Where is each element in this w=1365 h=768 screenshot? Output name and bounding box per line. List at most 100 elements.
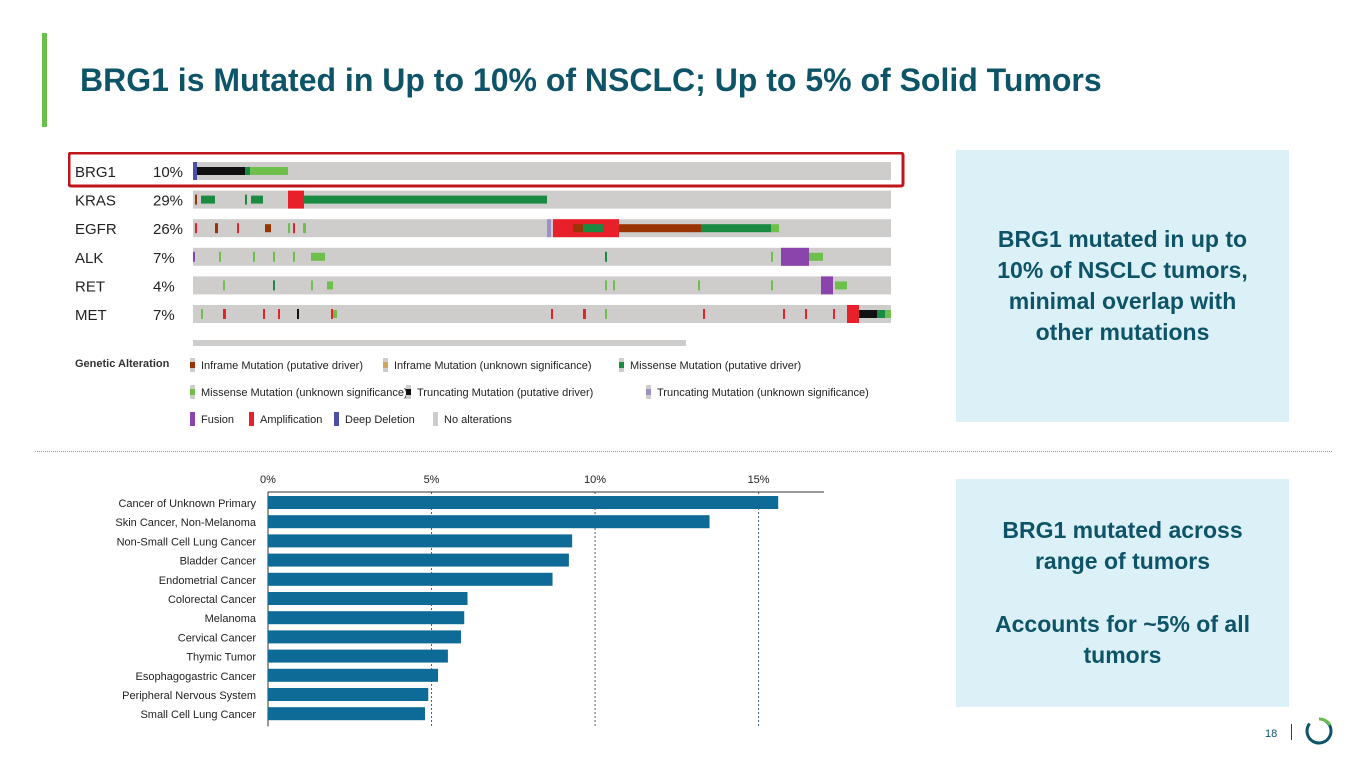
- alteration-mark-egfr-12: [701, 224, 771, 233]
- alteration-mark-kras-2: [245, 194, 247, 205]
- alteration-mark-met-7: [551, 309, 553, 319]
- category-label-2: Non-Small Cell Lung Cancer: [117, 536, 257, 548]
- gene-pct-met: 7%: [153, 307, 175, 324]
- gene-label-brg1: BRG1: [75, 164, 116, 181]
- x-tick-label-0: 0%: [260, 474, 276, 486]
- alteration-mark-met-16: [877, 310, 885, 318]
- gene-label-egfr: EGFR: [75, 221, 117, 238]
- bar-11: [268, 707, 425, 721]
- gene-track-met: [193, 305, 891, 323]
- alteration-mark-alk-7: [771, 251, 773, 262]
- alteration-mark-brg1-2: [245, 167, 250, 175]
- category-label-3: Bladder Cancer: [180, 556, 257, 568]
- alteration-mark-ret-7: [771, 280, 773, 291]
- alteration-mark-egfr-9: [573, 224, 583, 233]
- bar-7: [268, 630, 461, 644]
- legend-label-8: Deep Deletion: [345, 414, 415, 426]
- category-label-8: Thymic Tumor: [186, 652, 256, 664]
- alteration-mark-met-15: [859, 310, 877, 318]
- legend-swatch-4: [406, 389, 411, 395]
- alteration-mark-egfr-3: [265, 224, 271, 233]
- alteration-mark-kras-4: [288, 190, 304, 209]
- highlight-box-brg1: [68, 152, 905, 188]
- bar-9: [268, 668, 439, 682]
- gene-label-kras: KRAS: [75, 193, 116, 210]
- alteration-mark-egfr-6: [303, 223, 306, 234]
- gene-track-brg1: [193, 162, 891, 180]
- legend-label-1: Inframe Mutation (unknown significance): [394, 360, 591, 372]
- oncoprint-chart: BRG1 10% KRAS 29% EGFR 26% ALK 7% RET 4% MET 7% Gene…: [68, 152, 905, 426]
- legend-label-0: Inframe Mutation (putative driver): [201, 360, 363, 372]
- alteration-mark-alk-2: [253, 251, 255, 262]
- alteration-mark-met-10: [703, 309, 705, 319]
- alteration-mark-brg1-3: [250, 167, 288, 175]
- alteration-mark-egfr-13: [771, 224, 779, 233]
- alteration-mark-met-8: [583, 309, 586, 319]
- alteration-mark-alk-9: [809, 252, 823, 261]
- alteration-mark-alk-8: [781, 247, 809, 266]
- legend-swatch-6: [190, 412, 195, 426]
- alteration-mark-met-1: [223, 309, 226, 319]
- alteration-mark-kras-1: [201, 195, 215, 204]
- category-label-1: Skin Cancer, Non-Melanoma: [115, 517, 257, 529]
- alteration-mark-ret-1: [273, 280, 275, 291]
- alteration-mark-ret-6: [698, 280, 700, 291]
- category-label-6: Melanoma: [205, 613, 257, 625]
- alteration-mark-egfr-5: [293, 223, 295, 234]
- alteration-mark-kras-3: [251, 195, 263, 204]
- category-label-11: Small Cell Lung Cancer: [140, 709, 256, 721]
- legend-label-2: Missense Mutation (putative driver): [630, 360, 801, 372]
- alteration-mark-egfr-11: [619, 224, 701, 233]
- alteration-mark-met-0: [201, 309, 203, 319]
- page-number-separator: [1291, 724, 1292, 740]
- info-box-tumors-line2: Accounts for ~5% of all tumors: [995, 610, 1250, 668]
- alteration-mark-met-6: [333, 310, 337, 318]
- legend-label-6: Fusion: [201, 414, 234, 426]
- alteration-mark-egfr-2: [237, 223, 239, 234]
- info-box-nsclc: BRG1 mutated in up to 10% of NSCLC tumor…: [956, 150, 1289, 422]
- bar-5: [268, 592, 468, 605]
- alteration-mark-ret-0: [223, 280, 225, 291]
- legend-swatch-5: [646, 389, 651, 395]
- gene-pct-ret: 4%: [153, 278, 175, 295]
- section-divider: [35, 451, 1332, 452]
- bar-6: [268, 611, 465, 625]
- alteration-mark-met-11: [783, 309, 785, 319]
- alteration-mark-alk-1: [219, 251, 221, 262]
- alteration-mark-brg1-0: [193, 162, 197, 180]
- alteration-mark-met-12: [805, 309, 807, 319]
- gene-track-ret: [193, 276, 891, 295]
- alteration-mark-ret-8: [821, 276, 833, 295]
- category-label-4: Endometrial Cancer: [159, 575, 257, 587]
- legend-label-3: Missense Mutation (unknown significance): [201, 387, 408, 399]
- bar-3: [268, 553, 569, 567]
- alteration-mark-brg1-1: [197, 167, 245, 175]
- bar-4: [268, 572, 553, 586]
- alteration-mark-alk-0: [193, 251, 195, 262]
- alteration-mark-egfr-7: [547, 219, 551, 238]
- alteration-mark-met-17: [885, 310, 891, 318]
- company-logo-icon: [1305, 717, 1333, 745]
- alteration-mark-alk-4: [293, 251, 295, 262]
- gene-track-alk: [193, 247, 891, 266]
- alteration-mark-alk-3: [273, 251, 275, 262]
- tumor-type-bar-chart: 0% 5% 10% 15% Cancer of Unknown Primary Skin …: [115, 474, 824, 727]
- alteration-mark-alk-6: [605, 251, 607, 262]
- alteration-mark-egfr-10: [583, 224, 603, 233]
- category-label-9: Esophagogastric Cancer: [136, 671, 257, 683]
- gene-pct-alk: 7%: [153, 250, 175, 267]
- gene-pct-egfr: 26%: [153, 221, 183, 238]
- category-label-5: Colorectal Cancer: [168, 594, 256, 606]
- info-box-nsclc-text: BRG1 mutated in up to 10% of NSCLC tumor…: [997, 225, 1248, 346]
- legend-swatch-2: [619, 362, 624, 368]
- legend-swatch-0: [190, 362, 195, 368]
- alteration-mark-alk-5: [311, 252, 325, 261]
- alteration-mark-met-5: [331, 309, 333, 319]
- bar-1: [268, 515, 710, 529]
- gene-label-met: MET: [75, 307, 107, 324]
- legend-label-9: No alterations: [444, 414, 512, 426]
- info-box-tumors-line1: BRG1 mutated across range of tumors: [1002, 517, 1243, 575]
- alteration-mark-ret-3: [327, 281, 333, 290]
- x-tick-label-2: 10%: [584, 474, 606, 486]
- alteration-mark-egfr-0: [195, 223, 197, 234]
